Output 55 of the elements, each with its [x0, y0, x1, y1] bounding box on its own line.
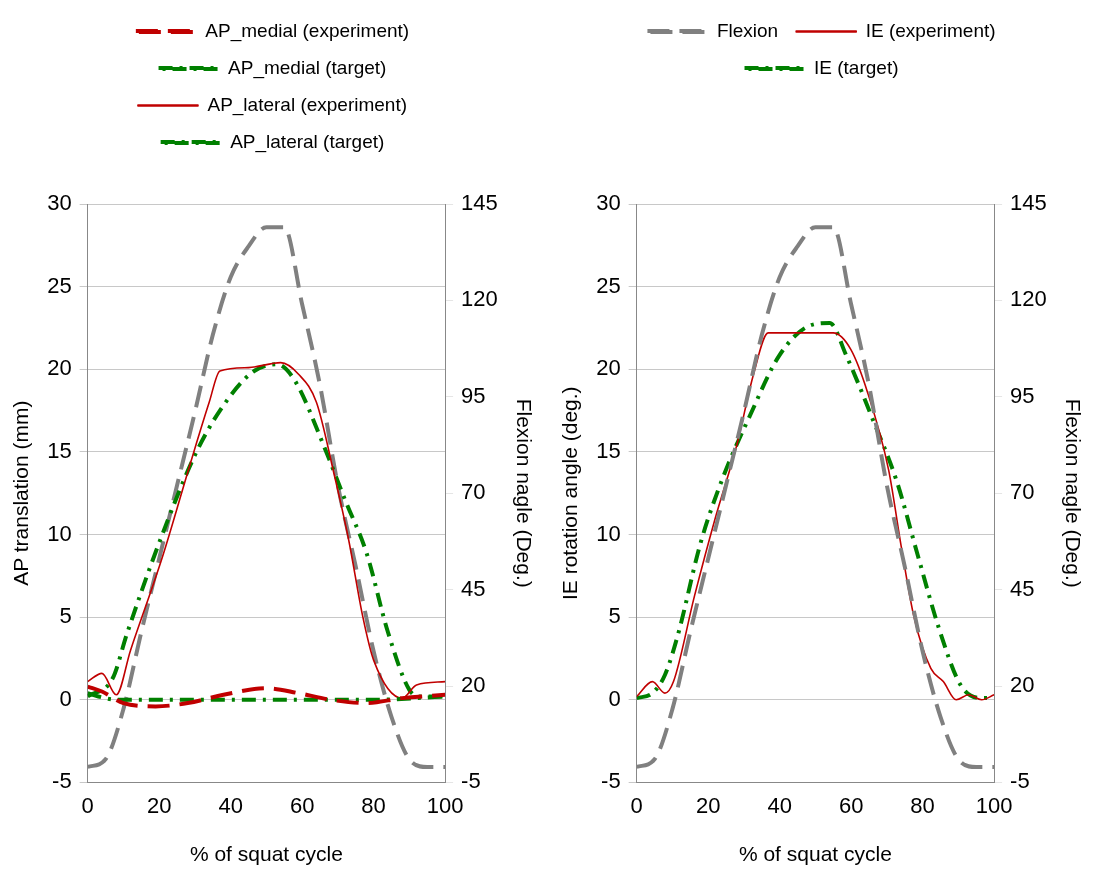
y-tick-label: 15: [47, 437, 72, 463]
x-tick-label: 0: [81, 792, 94, 818]
y-tick-label: 25: [47, 272, 72, 298]
y-tick-label: 30: [596, 190, 621, 216]
y-tick-label: 0: [608, 685, 621, 711]
y-axis-title: AP translation (mm): [9, 400, 33, 586]
legend-label: AP_medial (experiment): [205, 19, 410, 42]
y-tick-label: 5: [59, 603, 72, 629]
y-tick-label: 15: [596, 437, 621, 463]
y2-tick-label: -5: [461, 768, 481, 794]
y-tick-label: -5: [601, 768, 621, 794]
y-tick-label: 10: [596, 520, 621, 546]
x-tick-label: 40: [767, 792, 792, 818]
y2-tick-label: 120: [461, 286, 498, 312]
y2-tick-label: 145: [461, 190, 498, 216]
legend-label: AP_lateral (target): [230, 130, 385, 153]
y-tick-label: 5: [608, 603, 621, 629]
legend-label: AP_lateral (experiment): [207, 93, 408, 116]
x-tick-label: 80: [361, 792, 386, 818]
x-tick-label: 100: [426, 792, 464, 818]
x-tick-label: 100: [975, 792, 1013, 818]
x-tick-label: 0: [630, 792, 643, 818]
y2-tick-label: 70: [461, 479, 486, 505]
y2-tick-label: 70: [1010, 479, 1035, 505]
y2-tick-label: 145: [1010, 190, 1047, 216]
y-tick-label: -5: [52, 768, 72, 794]
y-tick-label: 20: [47, 355, 72, 381]
x-axis-title: % of squat cycle: [189, 842, 343, 866]
x-tick-label: 80: [910, 792, 935, 818]
y2-tick-label: 45: [461, 575, 486, 601]
y-tick-label: 30: [47, 190, 72, 216]
x-tick-label: 20: [695, 792, 721, 818]
legend-label: IE (experiment): [865, 19, 996, 41]
legend-label: Flexion: [716, 19, 779, 41]
y-tick-label: 20: [596, 355, 621, 381]
y2-tick-label: 20: [461, 672, 486, 698]
y-tick-label: 10: [47, 520, 72, 546]
legend-label: IE (target): [814, 56, 899, 78]
y2-axis-title: Flexion nagle (Deg.): [1061, 398, 1085, 588]
y2-tick-label: -5: [1010, 768, 1030, 794]
y2-tick-label: 120: [1010, 286, 1047, 312]
y2-tick-label: 20: [1010, 672, 1035, 698]
x-tick-label: 20: [146, 792, 172, 818]
x-tick-label: 60: [289, 792, 315, 818]
y2-tick-label: 95: [461, 382, 486, 408]
x-axis-title: % of squat cycle: [738, 842, 892, 866]
y2-tick-label: 45: [1010, 575, 1035, 601]
y-axis-title: IE rotation angle (deg.): [558, 386, 582, 601]
y2-tick-label: 95: [1010, 382, 1035, 408]
y2-axis-title: Flexion nagle (Deg.): [512, 398, 536, 588]
x-tick-label: 40: [218, 792, 243, 818]
legend-label: AP_medial (target): [228, 56, 387, 79]
y-tick-label: 0: [59, 685, 72, 711]
y-tick-label: 25: [596, 272, 621, 298]
x-tick-label: 60: [838, 792, 864, 818]
